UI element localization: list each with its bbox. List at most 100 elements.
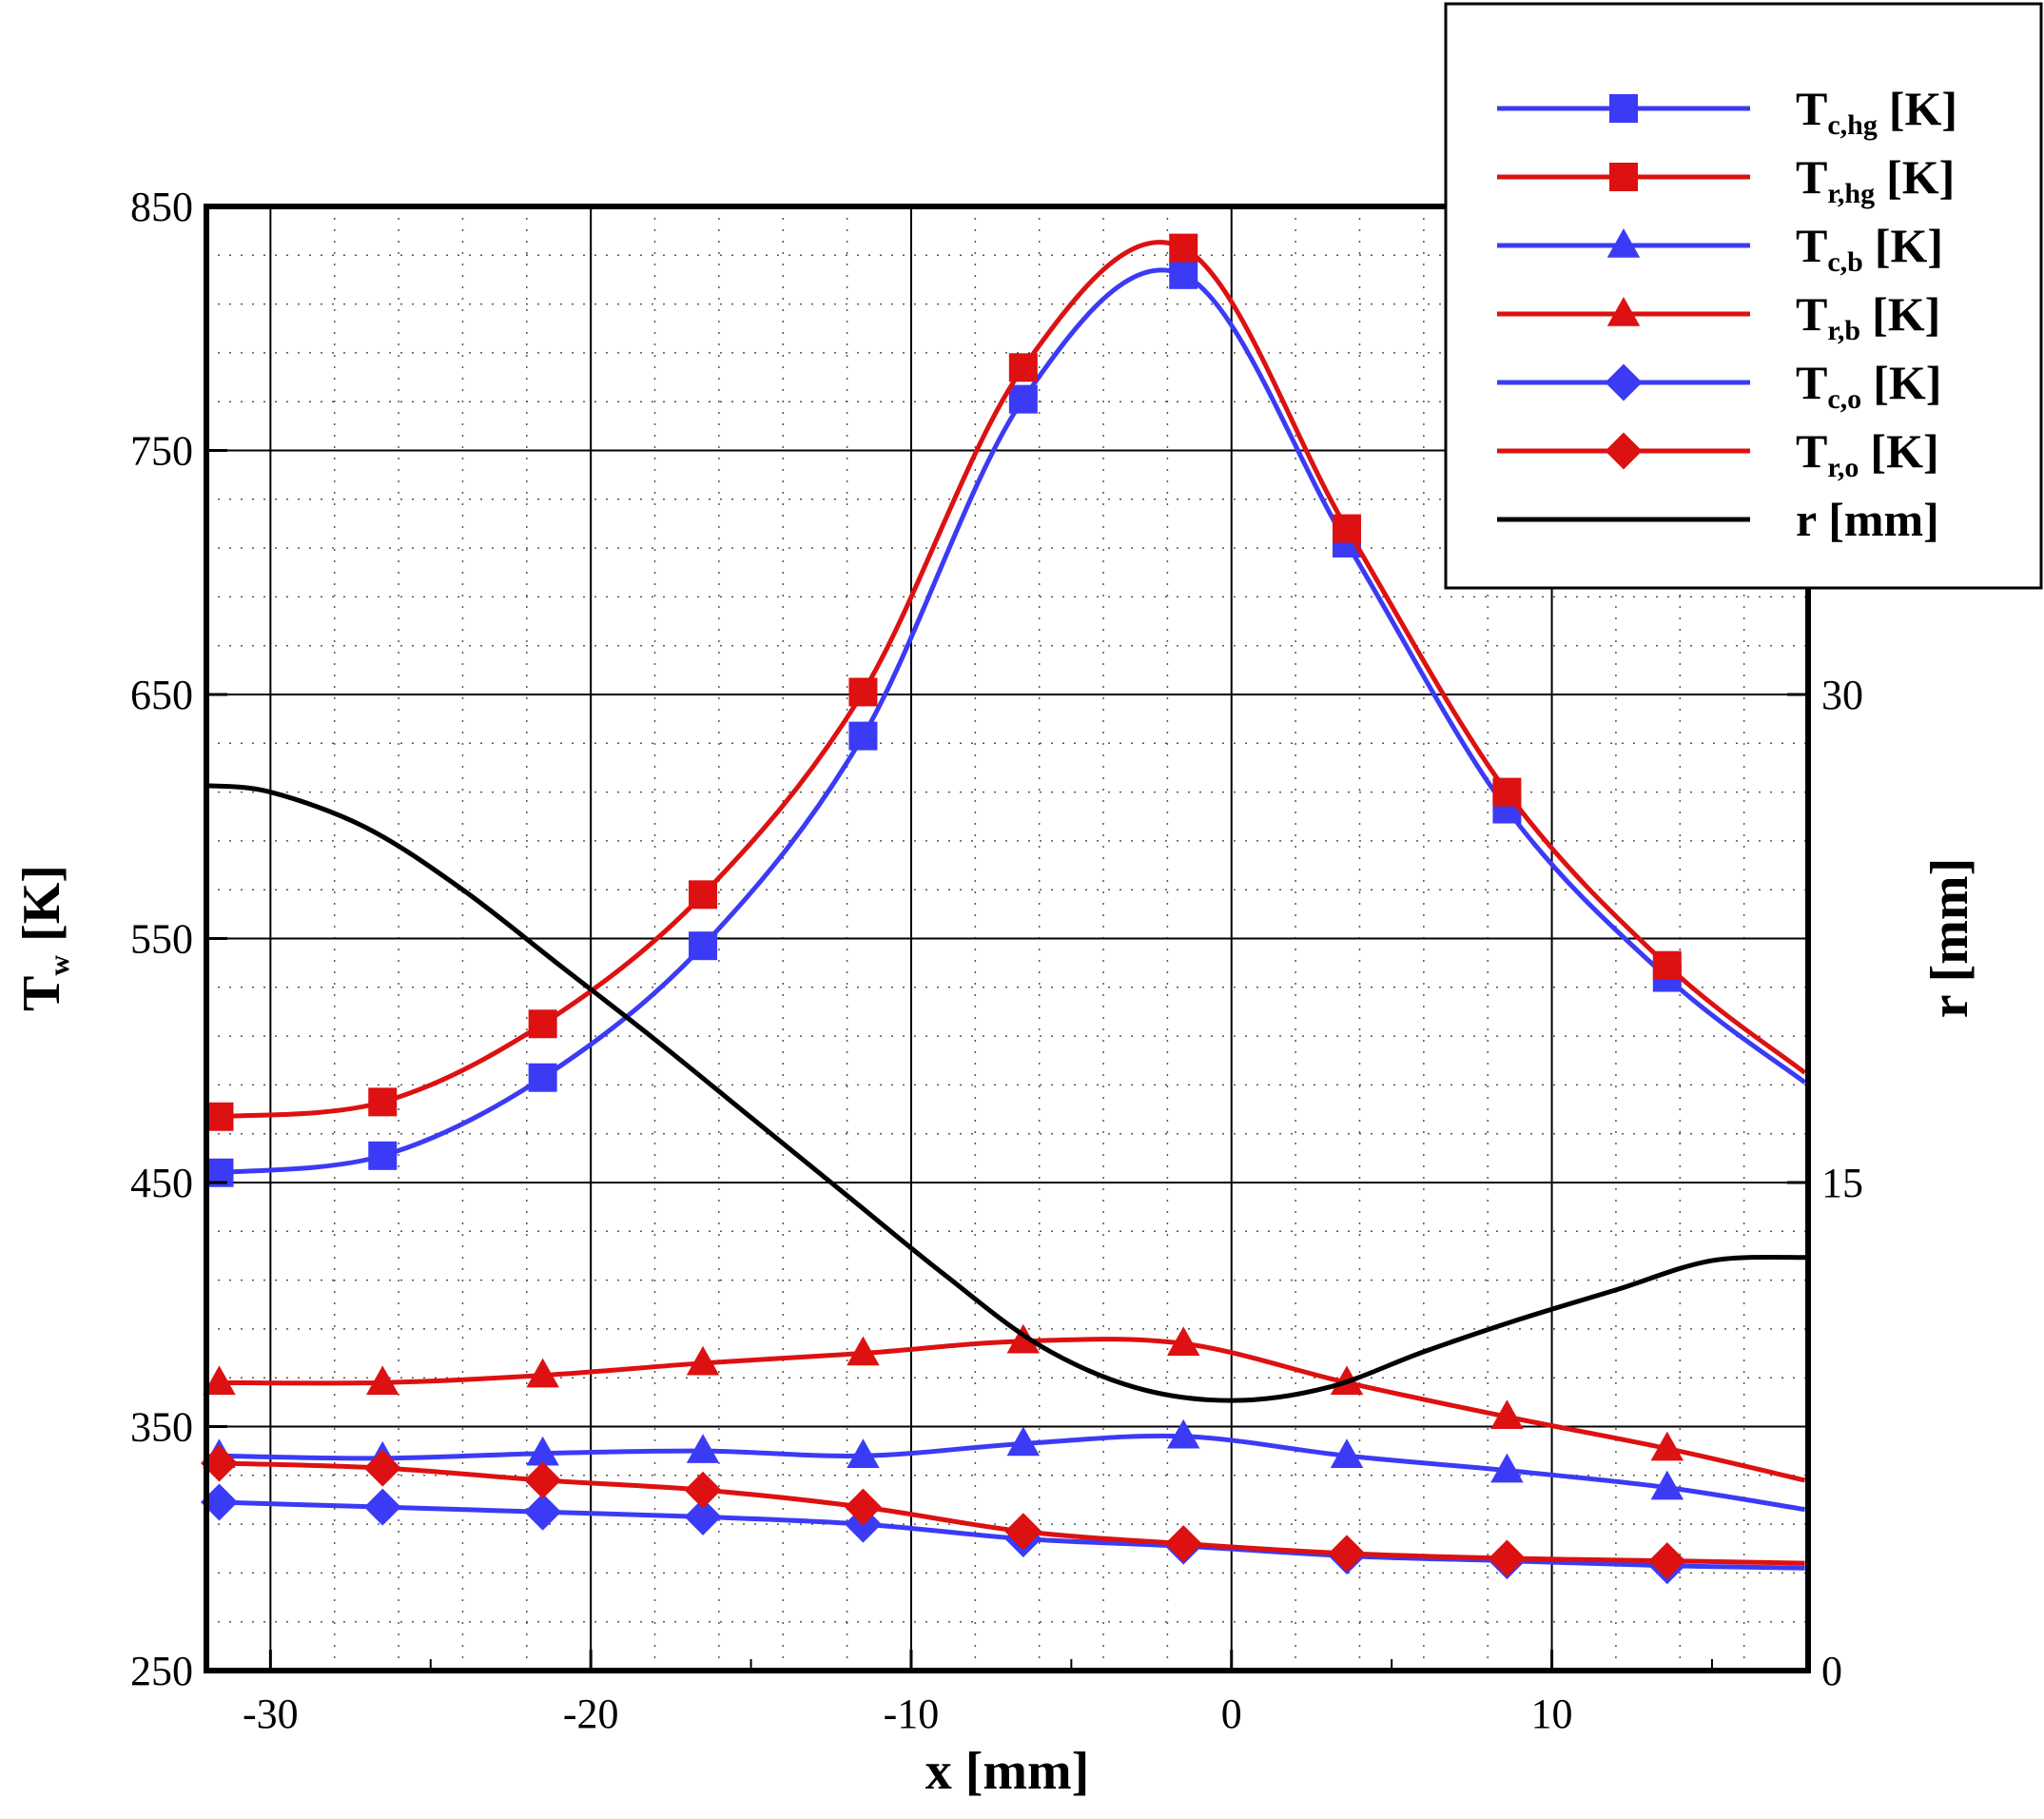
marker-triangle [1606, 297, 1641, 326]
y-tick-label: 650 [130, 672, 193, 718]
marker-square [689, 880, 718, 910]
legend-label: Tr,hg [K] [1796, 150, 1955, 209]
marker-diamond [1605, 363, 1643, 401]
marker-triangle [526, 1358, 559, 1388]
legend-item: Tc,hg [K] [1497, 82, 1957, 141]
marker-triangle [365, 1365, 399, 1396]
marker-diamond [684, 1497, 722, 1535]
marker-square [1008, 353, 1038, 382]
legend-box [1444, 2, 2043, 590]
marker-square [204, 1102, 234, 1131]
marker-triangle [847, 1336, 880, 1366]
marker-square [368, 1087, 398, 1117]
marker-square [1333, 514, 1362, 543]
legend-item: Tr,hg [K] [1497, 150, 1955, 209]
marker-square [689, 931, 718, 961]
legend-label: Tc,o [K] [1796, 356, 1941, 415]
marker-triangle [1006, 1426, 1041, 1457]
x-axis-title: x [mm] [925, 1742, 1090, 1801]
marker-diamond [363, 1449, 401, 1487]
marker-triangle [1490, 1399, 1524, 1429]
y-axis-title-main: T [12, 976, 71, 1011]
marker-diamond [1004, 1513, 1042, 1551]
y-tick-label: 350 [130, 1404, 193, 1451]
axis-ticks: -30 -20 -10 0 10 250 350 450 550 650 750 850 0 15 30 [130, 184, 1863, 1737]
y-tick-label: 850 [130, 184, 193, 230]
marker-diamond [524, 1493, 562, 1531]
marker-triangle [1006, 1323, 1041, 1354]
marker-diamond [1328, 1535, 1366, 1573]
x-tick-label: -20 [563, 1691, 619, 1737]
marker-triangle [203, 1365, 236, 1396]
marker-square [528, 1009, 557, 1039]
marker-triangle [1650, 1431, 1684, 1461]
marker-diamond [524, 1461, 562, 1499]
marker-diamond [684, 1471, 722, 1509]
marker-triangle [1650, 1470, 1684, 1500]
marker-square [528, 1063, 557, 1092]
y-tick-label: 450 [130, 1160, 193, 1206]
legend-item: Tr,b [K] [1497, 287, 1940, 346]
series-t-r-hg-k- [204, 233, 1807, 1131]
marker-square [848, 721, 878, 751]
y-axis-title: Tw [K] [12, 865, 75, 1011]
marker-triangle [1330, 1438, 1364, 1469]
x-tick-label: 10 [1531, 1691, 1573, 1737]
legend-item: r [mm] [1497, 493, 1939, 546]
legend-label: Tc,hg [K] [1796, 82, 1957, 141]
marker-square [1609, 163, 1638, 191]
series-line [205, 783, 1809, 1403]
marker-square [1008, 384, 1038, 414]
marker-square [1169, 260, 1198, 289]
x-tick-label: -30 [243, 1691, 299, 1737]
marker-triangle [1606, 228, 1641, 258]
marker-square [848, 677, 878, 707]
series-r-mm- [205, 783, 1809, 1403]
svg-text:Tw[K]: Tw [K] [12, 865, 75, 1011]
y-tick-label: 250 [130, 1648, 193, 1694]
marker-square [1652, 950, 1682, 980]
marker-square [1492, 777, 1522, 807]
legend-label: Tr,b [K] [1796, 287, 1940, 346]
marker-triangle [686, 1345, 720, 1376]
marker-diamond [1488, 1539, 1526, 1577]
marker-triangle [1166, 1326, 1200, 1357]
y2-axis-title: r [mm] [1920, 858, 1979, 1018]
y2-tick-label: 0 [1821, 1648, 1842, 1694]
y-tick-label: 750 [130, 428, 193, 475]
legend-item: Tr,o [K] [1497, 424, 1939, 483]
x-tick-label: 0 [1221, 1691, 1242, 1737]
marker-diamond [200, 1444, 238, 1482]
marker-triangle [1166, 1418, 1200, 1449]
series-t-r-b-k- [203, 1323, 1806, 1483]
y-axis-title-unit: [K] [12, 865, 71, 942]
marker-triangle [686, 1434, 720, 1463]
marker-square [368, 1141, 398, 1170]
y-axis-title-sub: w [44, 955, 75, 976]
marker-diamond [1605, 432, 1643, 470]
legend: Tc,hg [K] Tr,hg [K] Tc,b [K] Tr,b [K] Tc,o [K] Tr,… [1444, 2, 2043, 590]
legend-item: Tc,b [K] [1497, 219, 1943, 278]
marker-diamond [1164, 1525, 1202, 1563]
marker-square [1609, 94, 1638, 123]
series-t-c-hg-k- [204, 260, 1807, 1187]
y2-tick-label: 30 [1821, 672, 1863, 718]
legend-label: Tr,o [K] [1796, 424, 1939, 483]
legend-label: r [mm] [1796, 493, 1939, 546]
x-tick-label: -10 [884, 1691, 940, 1737]
series-t-r-o-k- [200, 1444, 1805, 1580]
legend-item: Tc,o [K] [1497, 356, 1941, 415]
marker-diamond [200, 1483, 238, 1521]
marker-triangle [1490, 1453, 1524, 1483]
marker-triangle [526, 1436, 559, 1466]
marker-square [1169, 233, 1198, 263]
marker-diamond [1648, 1542, 1686, 1580]
marker-triangle [847, 1438, 880, 1469]
marker-diamond [844, 1488, 882, 1526]
series-layer [200, 233, 1809, 1585]
y2-tick-label: 15 [1821, 1160, 1863, 1206]
legend-label: Tc,b [K] [1796, 219, 1943, 278]
y-tick-label: 550 [130, 916, 193, 963]
marker-diamond [363, 1488, 401, 1526]
